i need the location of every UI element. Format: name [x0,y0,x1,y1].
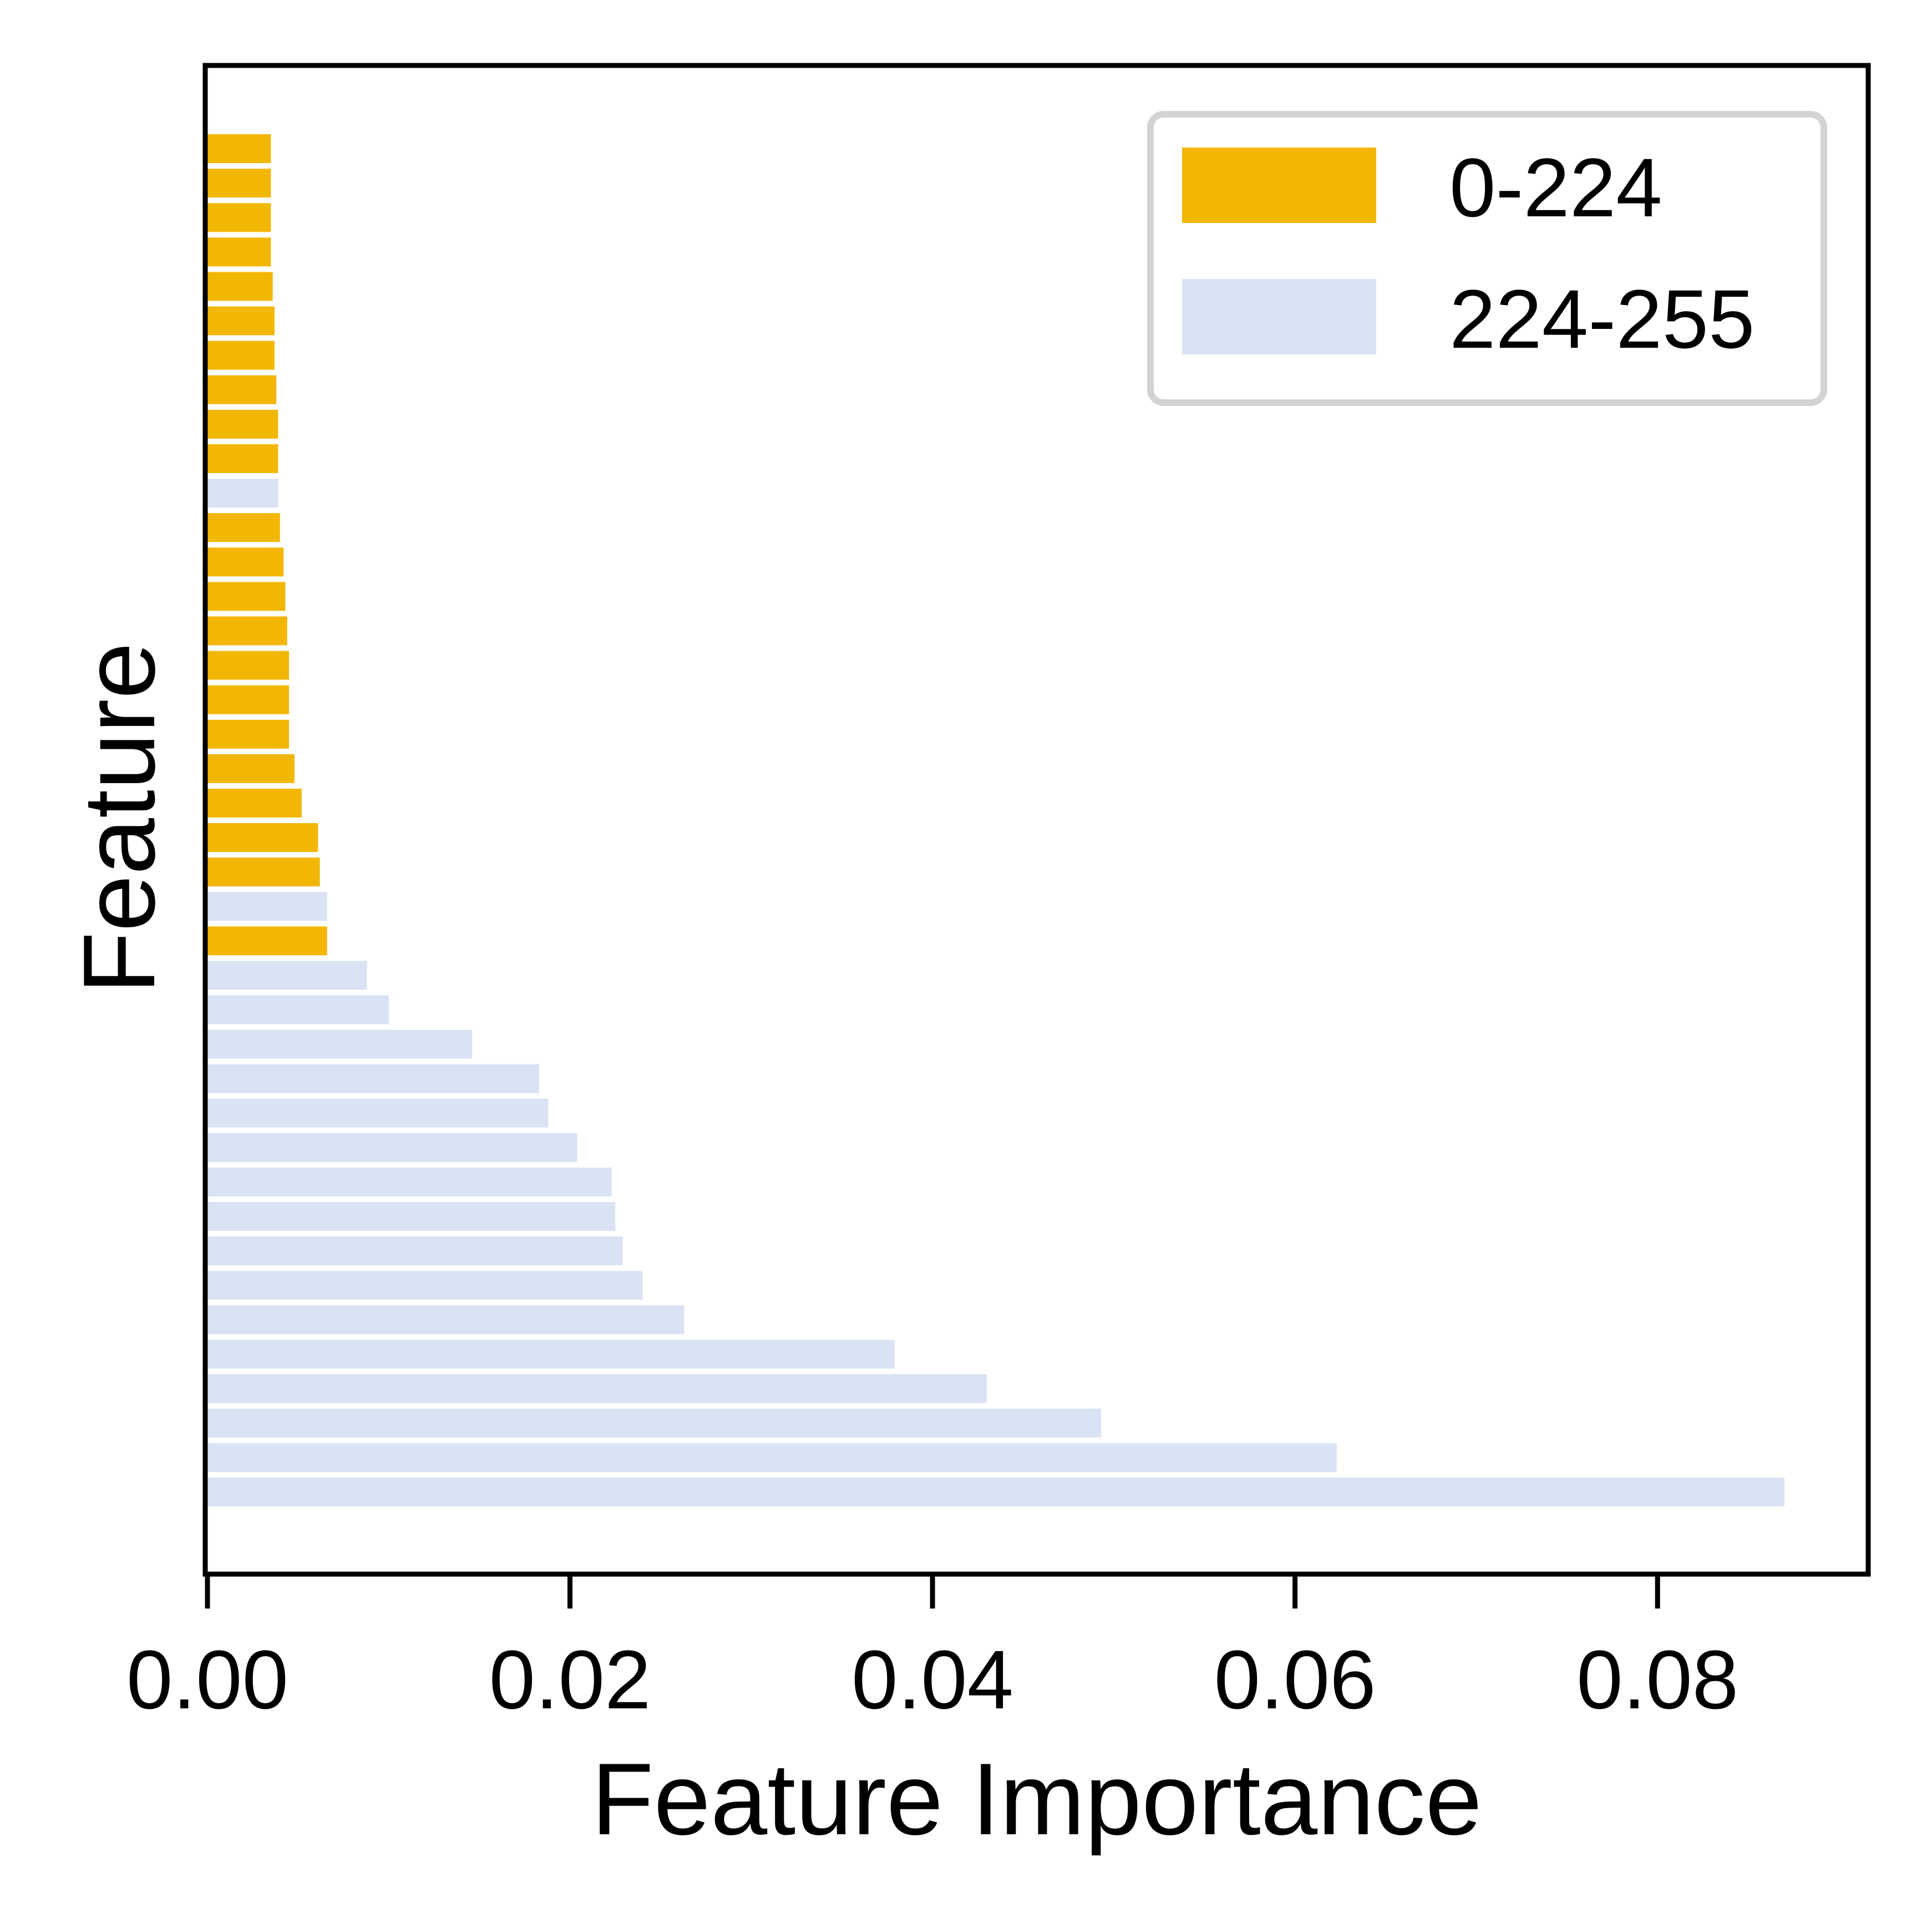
bar-224-255 [207,961,367,990]
legend-swatch-0-224 [1182,148,1376,223]
bar-0-224 [207,719,289,749]
legend: 0-224 224-255 [1147,111,1827,406]
bar-224-255 [207,1339,895,1369]
bar-224-255 [207,1168,612,1196]
bar-0-224 [207,444,278,473]
bar-0-224 [207,754,295,783]
bar-224-255 [207,1408,1101,1438]
bar-224-255 [207,1064,539,1093]
x-tick-label: 0.06 [1214,1633,1376,1726]
bar-0-224 [207,823,318,852]
bar-224-255 [207,892,327,921]
bar-0-224 [207,616,287,646]
bar-224-255 [207,1029,473,1059]
x-tick-label: 0.08 [1576,1633,1738,1726]
bar-0-224 [207,547,284,577]
bar-0-224 [207,203,271,232]
bar-224-255 [207,1477,1784,1506]
x-axis-title: Feature Importance [591,1742,1482,1856]
bar-224-255 [207,1202,616,1231]
bar-0-224 [207,409,278,439]
bar-0-224 [207,134,271,163]
bar-224-255 [207,1443,1337,1472]
bar-0-224 [207,651,289,680]
bar-0-224 [207,306,275,336]
bar-224-255 [207,1133,577,1162]
x-axis-ticks: 0.00 0.02 0.04 0.06 0.08 [126,1574,1738,1726]
bar-0-224 [207,237,271,267]
bar-0-224 [207,513,280,542]
bar-0-224 [207,685,289,714]
bar-224-255 [207,1305,684,1335]
legend-label-224-255: 224-255 [1449,272,1755,366]
bar-0-224 [207,788,302,818]
bar-0-224 [207,582,286,611]
y-axis-title: Feature [62,642,176,994]
bar-0-224 [207,375,277,404]
bar-0-224 [207,169,271,198]
bar-224-255 [207,995,389,1024]
bar-224-255 [207,1271,643,1300]
bar-0-224 [207,858,320,887]
x-tick-label: 0.02 [489,1633,651,1726]
bar-224-255 [207,1236,623,1266]
x-tick-label: 0.04 [851,1633,1013,1726]
bar-group [207,134,1784,1506]
x-tick-label: 0.00 [126,1633,288,1726]
bar-0-224 [207,272,273,301]
bar-224-255 [207,1374,987,1403]
bar-224-255 [207,1098,549,1128]
bar-224-255 [207,479,278,508]
legend-swatch-224-255 [1182,279,1376,354]
plot-frame [202,63,1871,1577]
legend-label-0-224: 0-224 [1449,141,1662,234]
bar-0-224 [207,926,327,956]
bar-0-224 [207,341,275,370]
